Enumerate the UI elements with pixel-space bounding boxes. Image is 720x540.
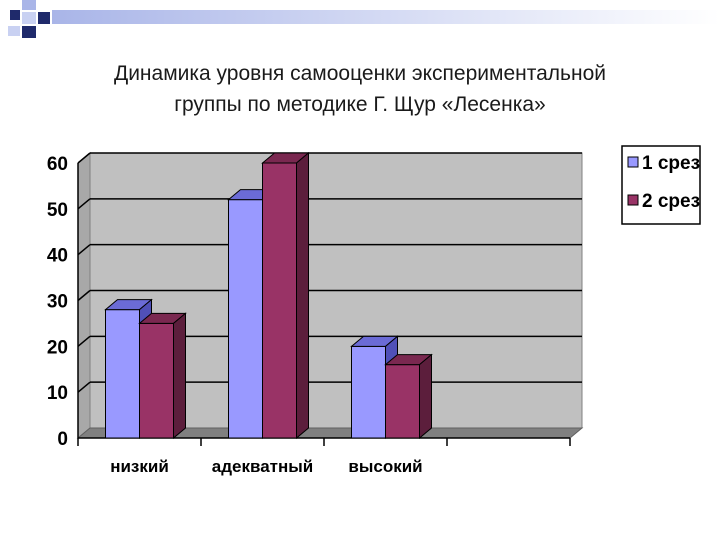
y-tick-label: 50 (47, 200, 68, 221)
gridline-side (77, 381, 91, 393)
legend-swatch (627, 156, 639, 168)
gridline-side (77, 198, 91, 210)
gridline-side (77, 335, 91, 347)
y-tick-label: 40 (47, 246, 68, 267)
slide-title: Динамика уровня самооценки экспериментал… (40, 58, 680, 120)
x-category-label: адекватный (212, 457, 313, 476)
legend-label: 1 срез (642, 153, 700, 174)
corner-decoration (0, 0, 720, 40)
gridline-side (77, 289, 91, 302)
bar-side (296, 151, 309, 440)
bar-side (419, 353, 432, 440)
deco-square-3 (22, 12, 36, 24)
deco-square-6 (8, 26, 20, 36)
bar (228, 199, 263, 439)
bar (139, 322, 174, 439)
legend-label: 2 срез (642, 191, 700, 212)
legend-swatch (627, 194, 639, 206)
title-line-1: Динамика уровня самооценки экспериментал… (113, 62, 606, 85)
y-tick-label: 0 (57, 429, 68, 450)
deco-square-2 (22, 0, 36, 10)
deco-square-4 (38, 12, 50, 24)
y-tick-label: 10 (47, 383, 68, 404)
bar (262, 162, 297, 439)
x-category-label: высокий (348, 457, 422, 476)
y-tick-label: 20 (47, 337, 68, 358)
y-tick-label: 30 (47, 292, 68, 313)
x-category-label: низкий (110, 457, 169, 476)
bar-side (173, 312, 186, 440)
gridline-side (77, 152, 91, 164)
deco-square-5 (22, 26, 36, 38)
deco-square-1 (10, 10, 20, 20)
title-line-2: группы по методике Г. Щур «Лесенка» (174, 93, 546, 116)
gridline-side (77, 244, 91, 256)
bar (351, 345, 386, 439)
y-tick-label: 60 (47, 154, 68, 175)
bar (385, 364, 420, 439)
bar (105, 309, 140, 439)
deco-bar (52, 10, 720, 24)
